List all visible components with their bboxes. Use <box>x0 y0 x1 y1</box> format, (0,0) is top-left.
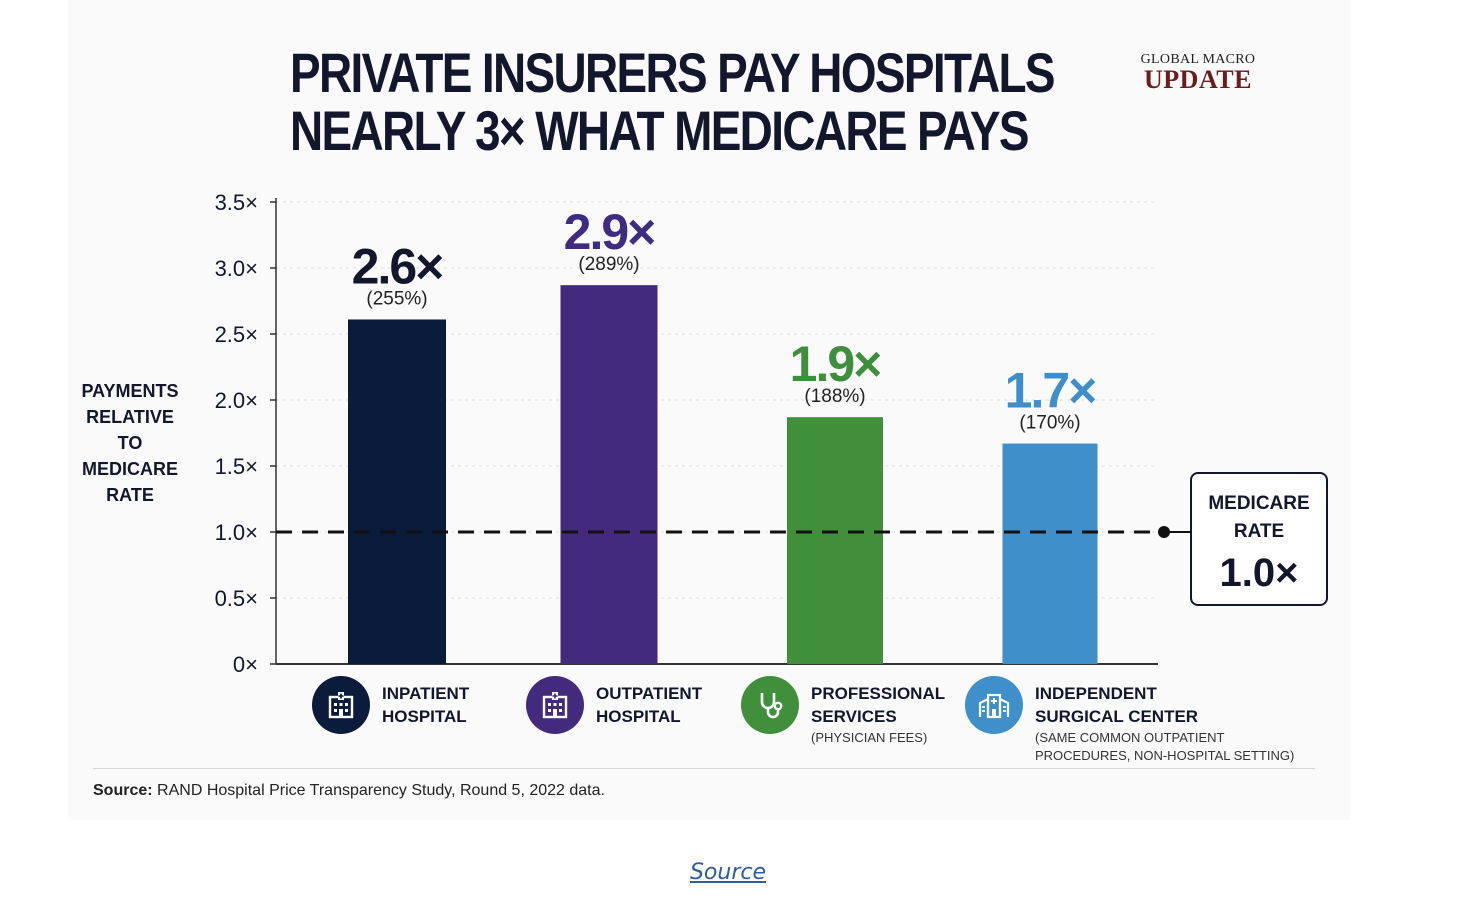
y-axis-label: PAYMENTS RELATIVE TO MEDICARE RATE <box>81 381 179 505</box>
category-item: PROFESSIONAL SERVICES (PHYSICIAN FEES) <box>741 676 945 747</box>
category-name: PROFESSIONAL SERVICES <box>811 684 946 726</box>
category-text: INDEPENDENT SURGICAL CENTER (SAME COMMON … <box>1035 682 1294 765</box>
category-name: INDEPENDENT SURGICAL CENTER <box>1035 684 1199 726</box>
y-tick-label: 3.5× <box>215 190 258 215</box>
category-subtitle: (PHYSICIAN FEES) <box>811 730 928 745</box>
medicare-rate-label: MEDICARE RATE <box>1208 493 1310 542</box>
medicare-rate-value: 1.0× <box>1219 551 1299 595</box>
source-label: Source: <box>93 782 153 799</box>
category-text: INPATIENT HOSPITAL <box>382 682 469 728</box>
title-line-2: NEARLY 3× WHAT MEDICARE PAYS <box>290 99 1029 162</box>
brand-line-2: UPDATE <box>1144 65 1252 94</box>
chart-card <box>68 0 1350 820</box>
y-tick-label: 0.5× <box>215 586 258 611</box>
bar-percent-label: (170%) <box>1019 413 1080 434</box>
bar-percent-label: (255%) <box>366 288 427 309</box>
category-text: OUTPATIENT HOSPITAL <box>596 682 702 728</box>
category-item: INPATIENT HOSPITAL <box>312 676 469 734</box>
bar-value-label: 2.6× <box>352 238 444 294</box>
bar-4 <box>1002 443 1098 664</box>
y-tick-label: 1.0× <box>215 520 258 545</box>
category-subtitle: (SAME COMMON OUTPATIENT PROCEDURES, NON-… <box>1035 730 1295 763</box>
bar-3 <box>787 417 883 664</box>
stethoscope-icon <box>741 676 799 734</box>
y-tick-label: 3.0× <box>215 256 258 281</box>
y-tick-label: 0× <box>233 652 258 677</box>
bar-percent-label: (188%) <box>804 386 865 407</box>
y-tick-label: 2.0× <box>215 388 258 413</box>
brand-line-1: GLOBAL MACRO <box>1140 52 1256 67</box>
title-line-1: PRIVATE INSURERS PAY HOSPITALS <box>290 41 1056 104</box>
bar-value-label: 1.9× <box>790 336 882 392</box>
bar-2 <box>560 285 658 664</box>
y-tick-label: 1.5× <box>215 454 258 479</box>
bar-value-label: 2.9× <box>564 204 656 260</box>
chart-title: PRIVATE INSURERS PAY HOSPITALS NEARLY 3×… <box>290 44 1056 160</box>
category-text: PROFESSIONAL SERVICES (PHYSICIAN FEES) <box>811 682 945 747</box>
surgical-center-icon <box>965 676 1023 734</box>
divider <box>93 768 1315 769</box>
hospital-building-icon <box>526 676 584 734</box>
y-tick-label: 2.5× <box>215 322 258 347</box>
category-item: INDEPENDENT SURGICAL CENTER (SAME COMMON … <box>965 676 1294 765</box>
source-note: Source: RAND Hospital Price Transparency… <box>93 782 605 800</box>
medicare-rate-box: MEDICARE RATE 1.0× <box>1190 472 1328 606</box>
bar-percent-label: (289%) <box>578 254 639 275</box>
category-name: INPATIENT HOSPITAL <box>382 684 470 726</box>
source-text: RAND Hospital Price Transparency Study, … <box>157 782 605 799</box>
source-link[interactable]: Source <box>689 860 767 885</box>
bar-value-label: 1.7× <box>1005 363 1097 419</box>
bar-1 <box>348 319 446 664</box>
category-item: OUTPATIENT HOSPITAL <box>526 676 702 734</box>
category-name: OUTPATIENT HOSPITAL <box>596 684 703 726</box>
brand-logo: GLOBAL MACRO UPDATE <box>1140 52 1256 93</box>
hospital-building-icon <box>312 676 370 734</box>
